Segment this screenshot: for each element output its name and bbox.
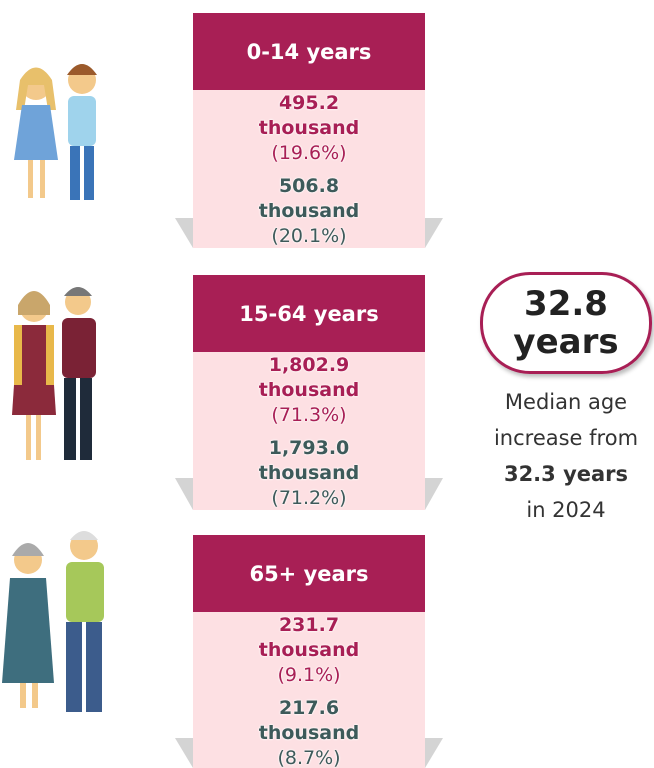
entry-value: 506.8 — [193, 174, 425, 199]
infographic: 0-14 years495.2thousand(19.6%)506.8thous… — [0, 0, 654, 768]
entry-value: 1,793.0 — [193, 436, 425, 461]
entry-share: (19.6%) — [193, 141, 425, 166]
entry-share: (9.1%) — [193, 663, 425, 688]
children — [14, 64, 97, 200]
caption-text: in 2024 — [526, 498, 605, 522]
median-badge: 32.8 years — [480, 272, 652, 374]
entry-value: 495.2 — [193, 91, 425, 116]
entry-unit: thousand — [193, 638, 425, 663]
entry-value: 231.7 — [193, 613, 425, 638]
adults — [12, 287, 96, 460]
median-unit: years — [483, 323, 649, 361]
entry-unit: thousand — [193, 461, 425, 486]
group-header: 65+ years — [193, 535, 425, 612]
seniors — [2, 531, 104, 712]
entry-share: (71.2%) — [193, 486, 425, 511]
entry-unit: thousand — [193, 199, 425, 224]
caption-emphasis: 32.3 years — [504, 462, 628, 486]
entry-unit: thousand — [193, 116, 425, 141]
median-caption: Median age increase from 32.3 years in 2… — [476, 384, 654, 528]
entry-share: (71.3%) — [193, 403, 425, 428]
entry-unit: thousand — [193, 378, 425, 403]
group-header: 15-64 years — [193, 275, 425, 352]
entry-share: (8.7%) — [193, 746, 425, 768]
entry-value: 1,802.9 — [193, 353, 425, 378]
entry-share: (20.1%) — [193, 224, 425, 249]
group-header: 0-14 years — [193, 13, 425, 90]
median-value: 32.8 — [483, 285, 649, 323]
entry-unit: thousand — [193, 721, 425, 746]
entry-value: 217.6 — [193, 696, 425, 721]
caption-text: Median age increase from — [494, 390, 638, 450]
